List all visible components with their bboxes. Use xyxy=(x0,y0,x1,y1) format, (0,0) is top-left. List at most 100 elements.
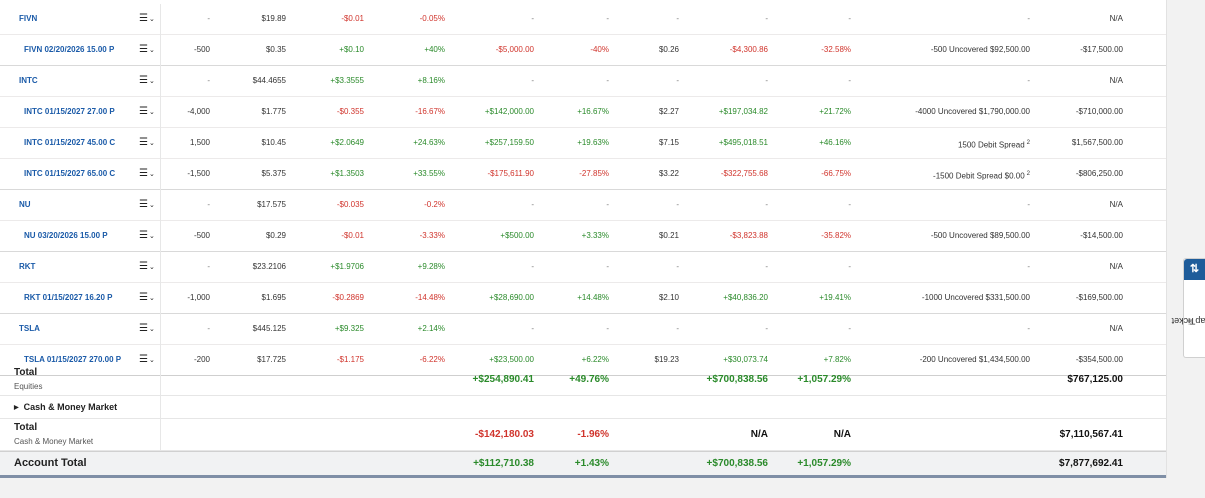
total-total-gain-pct: +1,057.29% xyxy=(797,374,851,385)
total-gain-cell: - xyxy=(765,190,768,220)
cost-value: $2.10 xyxy=(658,293,679,302)
total-gain-pct-cell: +21.72% xyxy=(819,97,851,127)
menu-icon[interactable]: ☰ xyxy=(139,106,148,117)
cost-value: $19.23 xyxy=(654,355,679,364)
market-value-value: N/A xyxy=(1109,200,1123,209)
row-actions-menu[interactable]: ☰⌄ xyxy=(139,190,155,221)
total-sublabel: Equities xyxy=(14,382,43,391)
chg-pct-value: +8.16% xyxy=(417,76,445,85)
market-value-value: N/A xyxy=(1109,324,1123,333)
chg-cell: +$3.3555 xyxy=(330,66,364,96)
gain-pct-value: -27.85% xyxy=(579,169,609,178)
chg-pct-cell: -6.22% xyxy=(420,345,445,375)
menu-icon[interactable]: ☰ xyxy=(139,13,148,24)
position-info-value: -4000 Uncovered $1,790,000.00 xyxy=(915,107,1030,116)
chevron-down-icon[interactable]: ⌄ xyxy=(148,47,155,54)
menu-icon[interactable]: ☰ xyxy=(139,292,148,303)
snapticket-tab[interactable]: ⇅ SnapTicket® xyxy=(1172,258,1205,358)
symbol-link[interactable]: INTC 01/15/2027 27.00 P xyxy=(24,107,115,116)
row-actions-menu[interactable]: ☰⌄ xyxy=(139,97,155,128)
row-actions-menu[interactable]: ☰⌄ xyxy=(139,128,155,159)
chg-pct-value: -6.22% xyxy=(419,355,445,364)
position-info-cell: -200 Uncovered $1,434,500.00 xyxy=(920,345,1030,375)
expand-triangle-icon[interactable]: ▶ xyxy=(14,405,19,411)
row-actions-menu[interactable]: ☰⌄ xyxy=(139,35,155,66)
chevron-down-icon[interactable]: ⌄ xyxy=(148,78,155,85)
symbol-link[interactable]: FIVN xyxy=(19,14,38,23)
stock-position-row: FIVN ☰⌄ - $19.89 -$0.01 -0.05% - - - - - - N/A xyxy=(0,4,1166,35)
chevron-down-icon[interactable]: ⌄ xyxy=(148,171,155,178)
menu-icon[interactable]: ☰ xyxy=(139,44,148,55)
gain-value: +$23,500.00 xyxy=(489,355,534,364)
gain-pct-cell: +19.63% xyxy=(577,128,609,158)
row-actions-menu[interactable]: ☰⌄ xyxy=(139,314,155,345)
menu-icon[interactable]: ☰ xyxy=(139,323,148,334)
symbol-link[interactable]: TSLA 01/15/2027 270.00 P xyxy=(24,355,122,364)
menu-icon[interactable]: ☰ xyxy=(139,354,148,365)
market-value-cell: -$169,500.00 xyxy=(1076,283,1123,313)
footnote-marker[interactable]: 2 xyxy=(1026,171,1030,177)
cash-money-market-row[interactable]: ▶ Cash & Money Market xyxy=(0,396,1166,419)
footnote-marker[interactable]: 2 xyxy=(1026,140,1030,146)
total-gain-cell: +$40,836.20 xyxy=(723,283,768,313)
row-actions-menu[interactable]: ☰⌄ xyxy=(139,221,155,252)
market-value-cell: -$710,000.00 xyxy=(1076,97,1123,127)
chevron-down-icon[interactable]: ⌄ xyxy=(148,326,155,333)
cost-cell: - xyxy=(676,190,679,220)
cost-cell: $0.21 xyxy=(659,221,679,251)
chevron-down-icon[interactable]: ⌄ xyxy=(148,140,155,147)
chevron-down-icon[interactable]: ⌄ xyxy=(148,202,155,209)
chg-value: -$1.175 xyxy=(336,355,364,364)
cash-total-gain: -$142,180.03 xyxy=(475,429,534,440)
row-actions-menu[interactable]: ☰⌄ xyxy=(139,252,155,283)
symbol-link[interactable]: NU 03/20/2026 15.00 P xyxy=(24,231,108,240)
total-gain-pct-cell: - xyxy=(848,190,851,220)
snapticket-label[interactable]: SnapTicket® xyxy=(1172,287,1205,355)
symbol-link[interactable]: INTC 01/15/2027 65.00 C xyxy=(24,169,116,178)
symbol-link[interactable]: TSLA xyxy=(19,324,40,333)
gain-cell: +$142,000.00 xyxy=(485,97,534,127)
symbol-link[interactable]: NU xyxy=(19,200,31,209)
market-value-cell: -$17,500.00 xyxy=(1080,35,1123,65)
qty-value: -200 xyxy=(193,355,210,364)
menu-icon[interactable]: ☰ xyxy=(139,168,148,179)
menu-icon[interactable]: ☰ xyxy=(139,230,148,241)
stock-position-row: RKT ☰⌄ - $23.2106 +$1.9706 +9.28% - - - - - - N/A xyxy=(0,252,1166,283)
row-actions-menu[interactable]: ☰⌄ xyxy=(139,159,155,190)
menu-icon[interactable]: ☰ xyxy=(139,75,148,86)
symbol-link[interactable]: FIVN 02/20/2026 15.00 P xyxy=(24,45,115,54)
chg-value: +$3.3555 xyxy=(330,76,364,85)
position-info-cell: - xyxy=(1027,314,1030,344)
menu-icon[interactable]: ☰ xyxy=(139,137,148,148)
chevron-down-icon[interactable]: ⌄ xyxy=(148,295,155,302)
row-actions-menu[interactable]: ☰⌄ xyxy=(139,283,155,314)
chevron-down-icon[interactable]: ⌄ xyxy=(148,357,155,364)
menu-icon[interactable]: ☰ xyxy=(139,199,148,210)
row-actions-menu[interactable]: ☰⌄ xyxy=(139,345,155,376)
total-label: Total xyxy=(14,367,38,378)
symbol-link[interactable]: RKT xyxy=(19,262,36,271)
chevron-down-icon[interactable]: ⌄ xyxy=(148,109,155,116)
total-gain-value: - xyxy=(765,262,768,271)
row-actions-menu[interactable]: ☰⌄ xyxy=(139,4,155,35)
symbol-link[interactable]: INTC 01/15/2027 45.00 C xyxy=(24,138,116,147)
symbol-link[interactable]: INTC xyxy=(19,76,38,85)
market-value-value: $1,567,500.00 xyxy=(1071,138,1123,147)
row-actions-menu[interactable]: ☰⌄ xyxy=(139,66,155,97)
total-gain-pct-value: +46.16% xyxy=(819,138,851,147)
chevron-down-icon[interactable]: ⌄ xyxy=(148,264,155,271)
total-gain-value: - xyxy=(765,14,768,23)
swap-arrows-icon[interactable]: ⇅ xyxy=(1184,259,1205,280)
total-gain-value: +$197,034.82 xyxy=(718,107,768,116)
menu-icon[interactable]: ☰ xyxy=(139,261,148,272)
gain-cell: +$23,500.00 xyxy=(489,345,534,375)
symbol-link[interactable]: RKT 01/15/2027 16.20 P xyxy=(24,293,113,302)
cash-money-market-toggle[interactable]: ▶ Cash & Money Market xyxy=(14,396,117,420)
chevron-down-icon[interactable]: ⌄ xyxy=(148,233,155,240)
chg-pct-cell: -3.33% xyxy=(420,221,445,251)
stock-position-row: NU ☰⌄ - $17.575 -$0.035 -0.2% - - - - - - N/A xyxy=(0,190,1166,221)
cost-cell: - xyxy=(676,314,679,344)
gain-cell: -$5,000.00 xyxy=(496,35,534,65)
chevron-down-icon[interactable]: ⌄ xyxy=(148,16,155,23)
cost-value: - xyxy=(676,200,679,209)
